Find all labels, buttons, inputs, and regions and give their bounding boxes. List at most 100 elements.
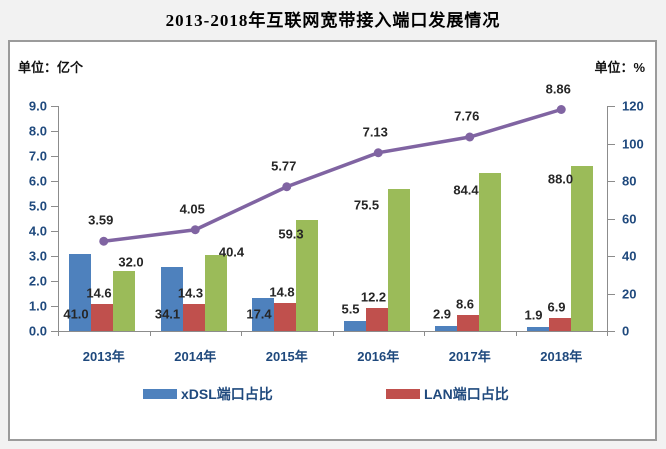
left-axis-tick-label: 1.0 (28, 298, 47, 314)
lan-bar-2016年 (365, 308, 388, 331)
xdsl-data-label: 2.9 (432, 306, 452, 322)
lan-data-label: 12.2 (360, 289, 387, 305)
left-axis-tick (51, 181, 58, 182)
x-axis-tick (58, 332, 59, 336)
legend: xDSL端口占比 LAN端口占比 (10, 386, 655, 406)
green-bar-bar-2014年 (204, 255, 227, 331)
green-bar-data-label: 88.0 (547, 171, 574, 187)
green-bar-data-label: 40.4 (218, 244, 245, 260)
trend-line-marker (373, 148, 383, 158)
legend-label: LAN端口占比 (424, 386, 509, 402)
legend-item-lan: LAN端口占比 (386, 386, 509, 402)
xdsl-data-label: 41.0 (63, 306, 89, 322)
trend-line-marker (465, 132, 475, 142)
chart-title: 2013-2018年互联网宽带接入端口发展情况 (165, 11, 501, 30)
x-axis-tick (241, 332, 242, 336)
category-label: 2015年 (265, 349, 308, 364)
right-axis-tick-label: 40 (622, 248, 637, 264)
left-axis-tick (51, 306, 58, 307)
left-axis-tick (51, 131, 58, 132)
line-data-label: 5.77 (271, 158, 297, 174)
category-label: 2014年 (174, 349, 217, 364)
right-axis-tick (608, 181, 615, 182)
green-bar-data-label: 59.3 (278, 226, 304, 242)
right-axis-tick (608, 293, 615, 295)
green-bar-data-label: 75.5 (353, 197, 380, 213)
green-bar-bar-2015年 (296, 219, 318, 331)
lan-data-label: 14.3 (177, 285, 204, 301)
lan-bar-2017年 (457, 314, 479, 331)
left-axis-tick-label: 5.0 (28, 198, 47, 214)
line-data-label: 3.59 (88, 212, 114, 228)
lan-bar-2015年 (274, 303, 296, 331)
right-axis-tick-label: 80 (622, 173, 637, 189)
line-data-label: 4.05 (179, 201, 205, 217)
left-axis-tick-label: 3.0 (28, 248, 47, 264)
left-axis-line (58, 106, 59, 331)
xdsl-bar-2016年 (343, 320, 366, 331)
legend-swatch-icon (143, 389, 177, 399)
x-axis-tick (515, 332, 517, 336)
legend-item-xdsl: xDSL端口占比 (143, 386, 273, 402)
left-axis-tick-label: 4.0 (28, 223, 47, 239)
left-axis-tick-label: 9.0 (28, 98, 47, 114)
left-axis-unit-label: 单位：亿个 (18, 60, 84, 75)
category-label: 2016年 (357, 349, 400, 364)
xdsl-data-label: 5.5 (341, 301, 360, 317)
left-axis-tick-label: 6.0 (28, 173, 47, 189)
legend-label: xDSL端口占比 (181, 386, 273, 402)
left-axis-tick (51, 256, 58, 257)
left-axis-tick (51, 331, 58, 332)
lan-data-label: 6.9 (547, 299, 566, 315)
x-axis-tick (607, 332, 608, 336)
category-label: 2013年 (82, 349, 125, 364)
right-axis-tick-label: 60 (622, 211, 637, 226)
trend-line-marker (282, 182, 292, 192)
xdsl-bar-2014年 (160, 267, 183, 331)
lan-data-label: 8.6 (455, 296, 475, 312)
left-axis-tick-label: 0.0 (28, 323, 47, 339)
left-axis-tick-label: 7.0 (28, 148, 47, 164)
lan-bar-2013年 (91, 303, 113, 331)
xdsl-data-label: 34.1 (154, 306, 181, 322)
x-axis-tick (332, 332, 334, 336)
category-label: 2017年 (448, 349, 491, 364)
x-axis-line (58, 331, 608, 332)
green-bar-data-label: 84.4 (453, 182, 479, 198)
right-axis-unit-label: 单位：% (594, 60, 645, 75)
left-axis-tick (51, 231, 58, 232)
line-data-label: 8.86 (545, 81, 571, 96)
right-axis-tick (608, 256, 615, 257)
trend-line-layer (99, 105, 566, 246)
xdsl-data-label: 1.9 (524, 307, 543, 323)
left-axis-tick (51, 156, 58, 157)
lan-data-label: 14.8 (269, 284, 295, 300)
green-bar-bar-2017年 (479, 172, 501, 331)
xdsl-bar-2015年 (252, 298, 274, 331)
xdsl-bar-2013年 (69, 254, 91, 331)
chart-canvas: 单位：亿个 单位：% 0.0 1.0 2.0 3.0 4.0 5.0 6.0 7.0 8.0 9.… (8, 40, 657, 441)
right-axis-tick-label: 0 (622, 323, 630, 339)
lan-data-label: 14.6 (86, 285, 112, 301)
x-axis-tick (424, 332, 425, 336)
right-axis-tick (608, 106, 615, 107)
right-axis-tick-label: 20 (622, 286, 637, 301)
left-axis-tick (51, 281, 58, 282)
green-bar-bar-2018年 (570, 166, 593, 331)
category-label: 2018年 (540, 349, 583, 364)
trend-line-marker (99, 236, 109, 246)
lan-bar-2014年 (182, 304, 205, 331)
left-axis-tick-label: 2.0 (28, 273, 47, 289)
green-bar-data-label: 32.0 (118, 254, 144, 270)
right-axis-tick (608, 218, 615, 220)
xdsl-bar-2018年 (526, 327, 549, 331)
trend-line-marker (190, 225, 200, 235)
right-axis-tick (608, 143, 615, 145)
line-data-label: 7.76 (454, 108, 480, 124)
right-axis-tick-label: 100 (622, 136, 644, 151)
right-axis-line (607, 106, 608, 331)
trend-line-marker (556, 105, 566, 114)
x-axis-tick (149, 332, 151, 336)
legend-swatch-icon (386, 389, 420, 399)
left-axis-tick (51, 106, 58, 107)
